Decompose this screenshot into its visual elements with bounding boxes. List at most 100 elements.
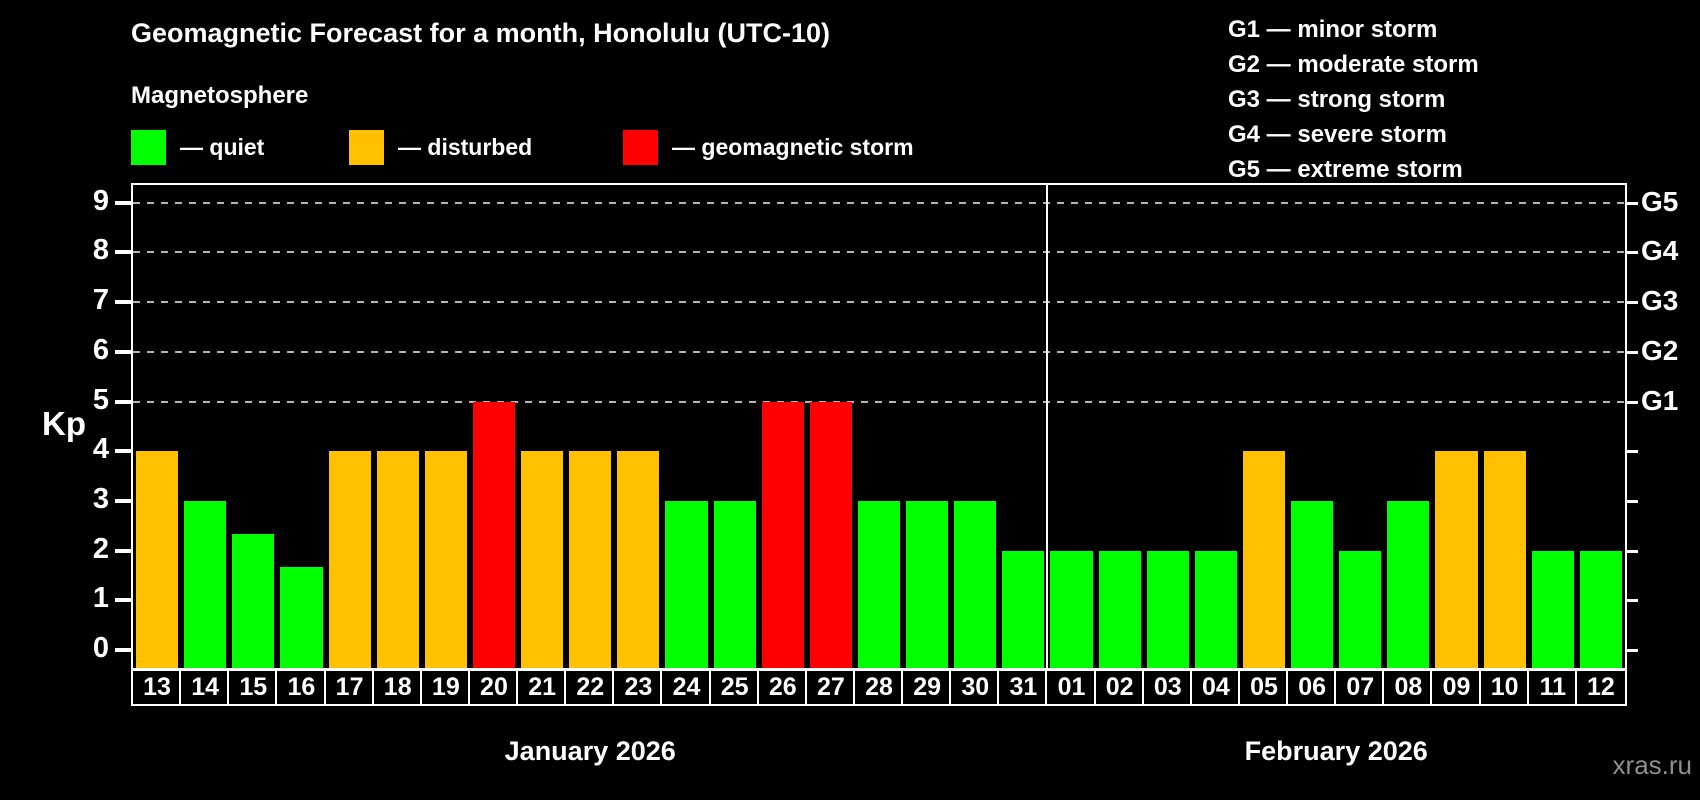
day-cell-31: 31 xyxy=(997,669,1050,706)
y-tick-label: 6 xyxy=(92,333,109,366)
y-axis-tick-right xyxy=(1627,201,1638,205)
kp-bar-day-23 xyxy=(617,451,660,668)
day-cell-03: 03 xyxy=(1141,669,1194,706)
y-axis-tick-left xyxy=(115,399,131,404)
day-cell-17: 17 xyxy=(323,669,376,706)
g-axis-label-g2: G2 xyxy=(1641,334,1679,366)
y-axis-tick-right xyxy=(1627,499,1638,503)
disturbed-swatch-icon xyxy=(349,130,384,165)
watermark-link[interactable]: xras.ru xyxy=(1612,750,1692,780)
day-cell-11: 11 xyxy=(1526,669,1579,706)
kp-bar-day-19 xyxy=(424,451,467,668)
kp-bar-day-14 xyxy=(184,500,227,668)
day-cell-02: 02 xyxy=(1093,669,1146,706)
kp-bar-day-31 xyxy=(1002,550,1045,668)
day-axis-row: 13 14 15 16 17 18 19 20 21 22 23 24 25 26 27 28 29 30 31 01… xyxy=(131,669,1627,706)
g-axis-label-g5: G5 xyxy=(1641,185,1679,217)
y-tick-label: 8 xyxy=(92,234,109,267)
month-label-1: February 2026 xyxy=(1244,736,1428,766)
y-axis-tick-left xyxy=(115,349,131,354)
subtitle-magnetosphere: Magnetosphere xyxy=(131,82,309,109)
y-tick-label: 5 xyxy=(92,383,109,416)
day-cell-16: 16 xyxy=(275,669,328,706)
day-cell-27: 27 xyxy=(804,669,857,706)
kp-bar-day-22 xyxy=(569,451,612,668)
y-tick-label: 7 xyxy=(92,284,109,317)
legend-item-disturbed: — disturbed xyxy=(349,130,532,165)
y-axis-tick-left xyxy=(115,200,131,205)
grid-line-kp8 xyxy=(133,251,1625,254)
y-axis-tick-right xyxy=(1627,599,1638,603)
kp-bar-day-29 xyxy=(906,500,949,668)
kp-bar-day-25 xyxy=(713,500,756,668)
grid-line-kp5 xyxy=(133,400,1625,403)
grid-line-kp9 xyxy=(133,201,1625,204)
g-axis-label-g3: G3 xyxy=(1641,285,1679,317)
day-cell-12: 12 xyxy=(1574,669,1627,706)
y-axis-title-kp: Kp xyxy=(42,405,86,442)
day-cell-13: 13 xyxy=(131,669,184,706)
y-tick-label: 9 xyxy=(92,184,109,217)
y-axis-tick-right xyxy=(1627,450,1638,454)
y-axis-tick-right xyxy=(1627,251,1638,255)
day-cell-29: 29 xyxy=(901,669,954,706)
y-axis-tick-left xyxy=(115,300,131,305)
day-cell-09: 09 xyxy=(1430,669,1483,706)
kp-bar-day-08 xyxy=(1387,500,1430,668)
day-cell-10: 10 xyxy=(1478,669,1531,706)
kp-bar-day-07 xyxy=(1339,550,1382,668)
quiet-swatch-icon xyxy=(131,130,166,165)
day-cell-04: 04 xyxy=(1189,669,1242,706)
day-cell-22: 22 xyxy=(564,669,617,706)
legend-quiet-label: — quiet xyxy=(180,134,265,160)
day-cell-21: 21 xyxy=(516,669,569,706)
y-tick-label: 1 xyxy=(92,582,109,615)
legend-storm-label: — geomagnetic storm xyxy=(672,134,914,160)
day-cell-20: 20 xyxy=(467,669,521,706)
y-tick-label: 4 xyxy=(92,433,109,466)
g-legend-line: G1 — minor storm xyxy=(1228,16,1438,43)
kp-bar-day-30 xyxy=(954,500,997,668)
storm-swatch-icon xyxy=(623,130,658,165)
y-tick-label: 0 xyxy=(92,632,109,664)
y-tick-label: 2 xyxy=(92,532,109,565)
day-cell-07: 07 xyxy=(1334,669,1387,706)
g-scale-legend: G1 — minor storm G2 — moderate storm G3 … xyxy=(1228,12,1479,187)
kp-bar-day-17 xyxy=(328,451,371,668)
kp-bar-day-10 xyxy=(1483,451,1526,668)
legend-disturbed-label: — disturbed xyxy=(398,134,533,160)
kp-bar-day-24 xyxy=(665,500,708,668)
grid-line-kp6 xyxy=(133,350,1625,353)
day-cell-18: 18 xyxy=(371,669,424,706)
y-axis-tick-right xyxy=(1627,400,1638,404)
kp-bar-day-20 xyxy=(472,401,516,668)
day-cell-19: 19 xyxy=(419,669,472,706)
kp-bar-day-28 xyxy=(857,500,901,668)
y-tick-label: 3 xyxy=(92,482,109,515)
day-cell-06: 06 xyxy=(1286,669,1339,706)
day-cell-15: 15 xyxy=(227,669,280,706)
kp-bar-day-04 xyxy=(1194,550,1237,668)
kp-bar-day-06 xyxy=(1291,500,1334,668)
kp-bar-day-15 xyxy=(232,534,275,668)
day-cell-14: 14 xyxy=(179,669,232,706)
day-cell-08: 08 xyxy=(1382,669,1435,706)
y-axis-tick-right xyxy=(1627,649,1638,652)
kp-bar-day-05 xyxy=(1242,451,1286,668)
kp-bar-day-18 xyxy=(376,451,419,668)
page-title: Geomagnetic Forecast for a month, Honolu… xyxy=(131,18,831,48)
y-axis-tick-right xyxy=(1627,350,1638,354)
kp-bar-day-11 xyxy=(1531,550,1574,668)
kp-bar-day-12 xyxy=(1579,550,1622,668)
g-legend-line: G4 — severe storm xyxy=(1228,121,1447,148)
kp-bar-day-13 xyxy=(136,451,179,668)
day-cell-28: 28 xyxy=(852,669,906,706)
day-cell-25: 25 xyxy=(708,669,761,706)
y-axis-tick-right xyxy=(1627,301,1638,305)
y-axis-tick-left xyxy=(115,250,131,255)
g-axis-label-g1: G1 xyxy=(1641,384,1679,416)
kp-bar-day-09 xyxy=(1435,451,1478,668)
y-axis-tick-left xyxy=(115,498,131,503)
y-axis-tick-left xyxy=(115,548,131,553)
